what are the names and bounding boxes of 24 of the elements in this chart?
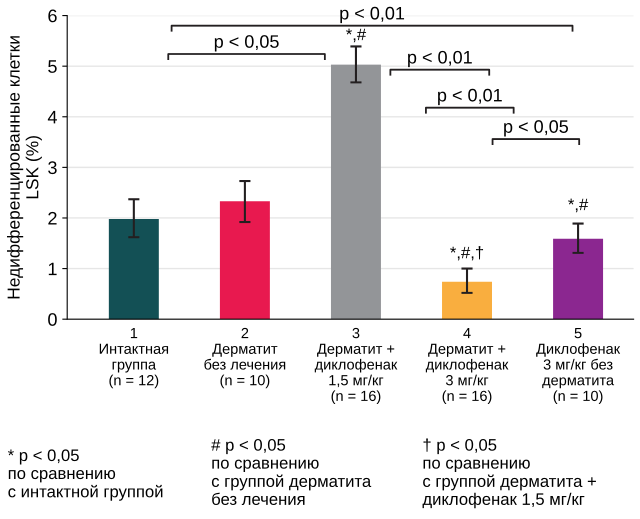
annotation: p < 0,01 [438, 88, 502, 106]
x-tick-label: 2 Дерматит без лечения (n = 10) [204, 328, 286, 388]
y-tick-label: 6 [48, 10, 57, 22]
annotation: p < 0,05 [504, 120, 568, 137]
y-tick-label: 1 [48, 262, 57, 276]
y-tick-label: 5 [48, 60, 57, 73]
y-tick-label: 2 [48, 212, 57, 225]
text: # p < 0,05 по сравнению с группой дерматита без лечения [211, 438, 372, 506]
y-tick-label: 3 [48, 161, 57, 174]
annotation: p < 0,01 [340, 6, 404, 24]
text: † p < 0,05 по сравнению с группой дерматита + диклофенак 1,5 мг/кг [422, 438, 596, 508]
annotation: p < 0,05 [214, 35, 279, 52]
x-tick-label: 4 Дерматит + диклофенак 3 мг/кг (n = 16) [426, 328, 508, 404]
y-axis-title: Недифференцированные клетки LSK (%) [7, 36, 42, 298]
x-tick-label: 1 Интактная группа (n = 12) [100, 328, 168, 388]
x-tick-label: 3 Дерматит + диклофенак 1,5 мг/кг (n = 16) [314, 328, 398, 404]
x-tick-label: 5 Диклофенак 3 мг/кг без дерматита (n = 10) [536, 328, 620, 404]
annotation: *,#,† [450, 246, 484, 260]
annotation: *,# [568, 198, 588, 212]
text: * p < 0,05 по сравнению с интактной группой [8, 449, 162, 501]
y-tick-label: 4 [48, 110, 57, 124]
y-tick-label: 0 [48, 313, 57, 326]
annotation: p < 0,01 [408, 50, 472, 68]
annotation: *,# [346, 28, 366, 42]
